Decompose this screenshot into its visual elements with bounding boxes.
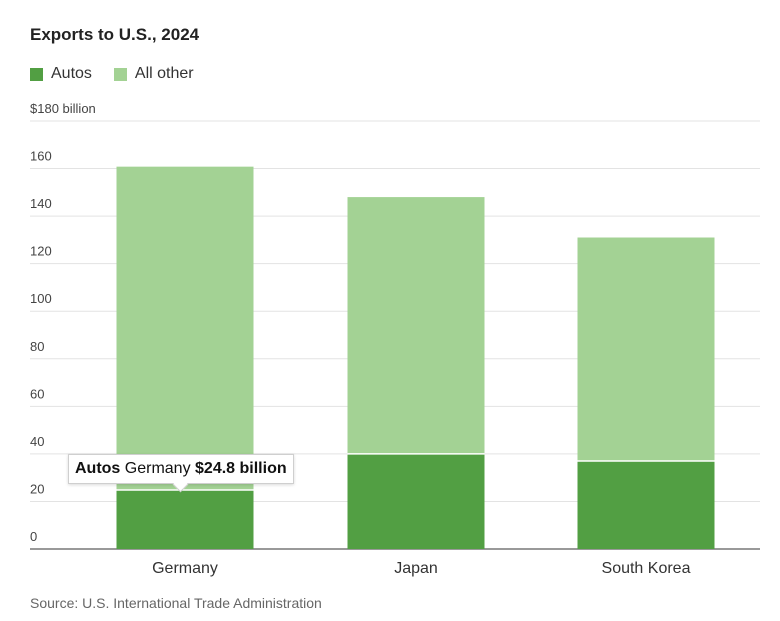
legend-label-all-other: All other — [134, 65, 194, 82]
y-tick-label: 120 — [30, 244, 52, 259]
y-tick-label: 40 — [30, 434, 44, 449]
y-tick-label: 60 — [30, 386, 44, 401]
tooltip-value: $24.8 billion — [195, 460, 287, 478]
bar-autos[interactable] — [347, 453, 485, 549]
x-category-label: South Korea — [602, 560, 691, 577]
bar-autos[interactable] — [116, 490, 254, 549]
chart-title: Exports to U.S., 2024 — [30, 25, 200, 44]
y-tick-label: 80 — [30, 339, 44, 354]
legend-swatch-autos — [30, 67, 43, 81]
bar-tooltip: Autos Germany $24.8 billion — [68, 454, 294, 485]
tooltip-category: Germany — [124, 460, 191, 478]
bar-all-other[interactable] — [116, 166, 254, 491]
x-category-label: Germany — [152, 560, 218, 577]
y-tick-label: 0 — [30, 529, 37, 544]
y-tick-label: 100 — [30, 291, 52, 306]
y-tick-label: 20 — [30, 481, 44, 496]
legend-item-all-other[interactable]: All other — [113, 65, 194, 83]
y-tick-label: $180 billion — [30, 101, 96, 116]
legend-item-autos[interactable]: Autos — [30, 65, 92, 83]
chart-source: Source: U.S. International Trade Adminis… — [30, 595, 322, 611]
bar-all-other[interactable] — [347, 197, 485, 454]
legend-label-autos: Autos — [51, 65, 92, 82]
tooltip-series: Autos — [75, 460, 121, 478]
x-category-label: Japan — [394, 560, 438, 577]
legend-swatch-all-other — [113, 67, 127, 81]
bar-autos[interactable] — [577, 461, 715, 549]
y-tick-label: 160 — [30, 149, 52, 164]
chart-legend: Autos All other — [30, 65, 216, 83]
y-tick-label: 140 — [30, 196, 52, 211]
bar-all-other[interactable] — [577, 237, 715, 462]
